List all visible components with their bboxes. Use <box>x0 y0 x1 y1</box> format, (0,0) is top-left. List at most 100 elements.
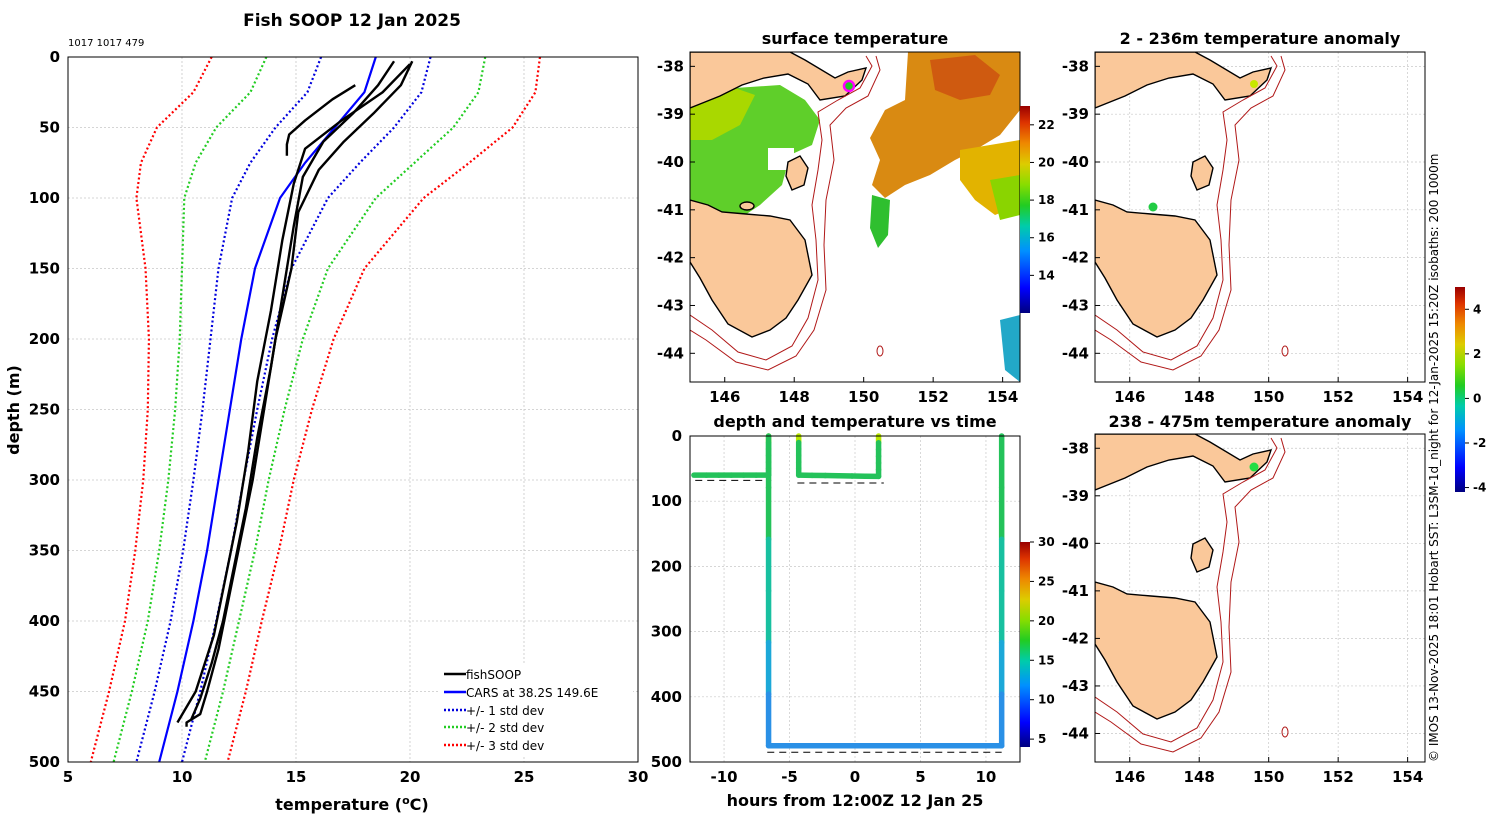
profile-y-tick-label: 50 <box>39 119 60 137</box>
anomaly-upper-flinders <box>1190 155 1214 191</box>
anomaly-lower-y-tick-label: -38 <box>1062 439 1089 457</box>
anomaly-upper-x-tick-label: 152 <box>1323 388 1354 406</box>
sst-hot-patch <box>930 55 1000 100</box>
surface-colorbar-tick-label: 16 <box>1038 231 1055 245</box>
profile-x-tick-label: 5 <box>63 768 73 786</box>
anomaly-upper-mainland <box>1095 52 1273 109</box>
timeseries-grid <box>690 435 1020 763</box>
timeseries-y-tick-label: 0 <box>672 427 682 445</box>
surface-title: surface temperature <box>762 29 949 48</box>
timeseries-colorbar-tick-label: 5 <box>1038 732 1046 746</box>
anomaly-colorbar-ticks: 4 2 0 -2 -4 <box>1465 302 1486 495</box>
timeseries-track <box>691 433 1005 749</box>
profile-std3-upper-line <box>226 56 542 763</box>
isobath-200 <box>690 55 873 361</box>
legend-label-fishsoop: fishSOOP <box>466 668 521 682</box>
timeseries-reference-lines <box>695 479 1002 753</box>
anomaly-lower-y-tick-label: -41 <box>1062 582 1089 600</box>
profile-subtitle: 1017 1017 479 <box>68 38 144 49</box>
anomaly-upper-panel: 2 - 236m temperature anomaly 146 148 150 15… <box>1062 29 1426 406</box>
surface-y-tick-label: -40 <box>657 153 684 171</box>
profile-y-tick-label: 400 <box>29 612 60 630</box>
timeseries-y-tick-label: 200 <box>651 557 682 575</box>
anomaly-upper-y-tick-label: -42 <box>1062 249 1089 267</box>
surface-y-tick-label: -42 <box>657 249 684 267</box>
timeseries-colorbar-tick-label: 20 <box>1038 614 1055 628</box>
sst-cool-patch <box>1000 315 1020 382</box>
timeseries-y-tick-label: 400 <box>651 688 682 706</box>
profile-y-label: depth (m) <box>4 365 23 455</box>
profile-grid <box>67 56 639 763</box>
profile-y-tick-label: 250 <box>29 401 60 419</box>
king-island <box>739 201 755 211</box>
profile-fishsoop-cast-3 <box>285 84 356 156</box>
profile-y-tick-label: 300 <box>29 471 60 489</box>
anomaly-lower-x-tick-label: 154 <box>1392 768 1423 786</box>
profile-legend: fishSOOP CARS at 38.2S 149.6E +/- 1 std … <box>438 664 633 756</box>
surface-colorbar-tick-label: 14 <box>1038 268 1055 282</box>
timeseries-x-tick-label: -5 <box>781 768 798 786</box>
anomaly-lower-flinders <box>1190 537 1214 573</box>
surface-y-tick-label: -43 <box>657 296 684 314</box>
anomaly-upper-x-tick-label: 146 <box>1114 388 1145 406</box>
profile-y-ticks: 0 50 100 150 200 250 300 350 400 450 500 <box>29 48 60 771</box>
surface-y-ticks: -38 -39 -40 -41 -42 -43 -44 <box>657 57 695 362</box>
anomaly-colorbar-tick-label: 0 <box>1473 391 1481 405</box>
sst-green-strip <box>870 195 890 248</box>
surface-colorbar-tick-label: 20 <box>1038 155 1055 169</box>
profile-std2-lower-line <box>112 56 268 763</box>
timeseries-x-tick-label: -10 <box>710 768 737 786</box>
timeseries-x-tick-label: 10 <box>976 768 997 786</box>
anomaly-lower-y-ticks: -38 -39 -40 -41 -42 -43 -44 <box>1062 439 1100 742</box>
side-credit-text: © IMOS 13-Nov-2025 18:01 Hobart SST: L3S… <box>1427 154 1441 762</box>
profile-y-tick-label: 200 <box>29 330 60 348</box>
profile-title: Fish SOOP 12 Jan 2025 <box>243 11 461 31</box>
anomaly-upper-grid <box>1095 52 1425 382</box>
timeseries-y-tick-label: 100 <box>651 492 682 510</box>
surface-x-tick-label: 146 <box>709 388 740 406</box>
profile-std3-lower-line <box>89 56 213 763</box>
profile-x-tick-label: 10 <box>172 768 193 786</box>
timeseries-y-tick-label: 500 <box>651 753 682 771</box>
anomaly-lower-tasmania <box>1095 581 1218 720</box>
timeseries-y-ticks: 0 100 200 300 400 500 <box>651 427 682 771</box>
surface-colorbar-tick-label: 22 <box>1038 118 1055 132</box>
legend-label-cars: CARS at 38.2S 149.6E <box>466 686 598 700</box>
surface-colorbar-ticks: 14 16 18 20 22 <box>1030 118 1055 282</box>
anomaly-lower-y-tick-label: -44 <box>1062 724 1089 742</box>
isobath-1000 <box>690 55 881 371</box>
anomaly-lower-frame <box>1094 433 1426 763</box>
surface-x-tick-label: 148 <box>779 388 810 406</box>
anomaly-lower-x-ticks: 146 148 150 152 154 <box>1114 757 1423 786</box>
anomaly-lower-x-tick-label: 146 <box>1114 768 1145 786</box>
profile-y-tick-label: 500 <box>29 753 60 771</box>
profile-x-label: temperature (oC) <box>275 794 428 814</box>
surface-x-tick-label: 152 <box>918 388 949 406</box>
anomaly-upper-x-ticks: 146 148 150 152 154 <box>1114 377 1423 406</box>
anomaly-upper-marker-2 <box>1148 202 1158 212</box>
anomaly-lower-y-tick-label: -40 <box>1062 534 1089 552</box>
profile-x-tick-label: 20 <box>400 768 421 786</box>
legend-label-std2: +/- 2 std dev <box>466 721 544 735</box>
profile-x-tick-label: 25 <box>514 768 535 786</box>
profile-fishsoop-cast-1 <box>185 60 414 727</box>
surface-y-tick-label: -39 <box>657 105 684 123</box>
anomaly-lower-x-tick-label: 152 <box>1323 768 1354 786</box>
anomaly-colorbar-tick-label: -2 <box>1473 436 1486 450</box>
anomaly-upper-x-tick-label: 148 <box>1184 388 1215 406</box>
timeseries-colorbar-tick-label: 10 <box>1038 693 1055 707</box>
anomaly-upper-y-tick-label: -39 <box>1062 105 1089 123</box>
anomaly-lower-y-tick-label: -43 <box>1062 677 1089 695</box>
anomaly-lower-panel: 238 - 475m temperature anomaly 146 148 150… <box>1062 412 1426 786</box>
anomaly-lower-mainland <box>1095 434 1273 491</box>
surface-y-tick-label: -44 <box>657 344 684 362</box>
surface-x-ticks: 146 148 150 152 154 <box>709 377 1018 406</box>
surface-colorbar-tick-label: 18 <box>1038 193 1055 207</box>
anomaly-colorbar <box>1455 287 1465 492</box>
timeseries-x-tick-label: 0 <box>850 768 860 786</box>
timeseries-x-label: hours from 12:00Z 12 Jan 25 <box>727 791 984 810</box>
anomaly-lower-y-tick-label: -42 <box>1062 629 1089 647</box>
surface-panel: surface temperature <box>657 29 1055 406</box>
profile-frame <box>67 56 639 763</box>
anomaly-colorbar-tick-label: 4 <box>1473 302 1481 316</box>
